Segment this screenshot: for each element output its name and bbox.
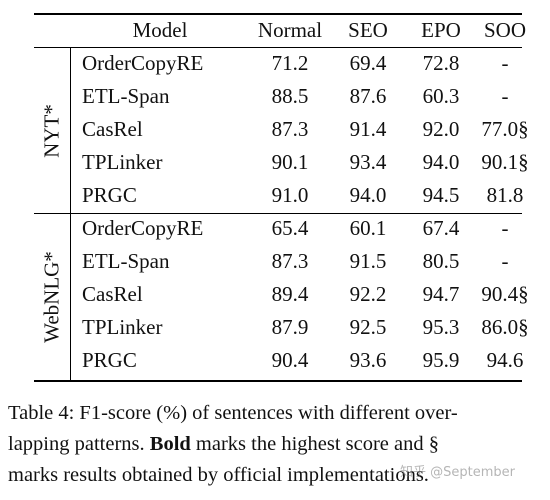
header-seo: SEO	[348, 18, 388, 42]
model-cell: TPLinker	[82, 315, 163, 339]
seo-cell: 91.4	[349, 117, 387, 141]
epo-cell: 94.0	[422, 150, 460, 174]
soo-cell: 86.0§	[481, 315, 529, 339]
seo-cell: 69.4	[349, 51, 387, 75]
epo-cell: 60.3	[422, 84, 460, 108]
table-row: CasRel 87.3 91.4 92.0 77.0§	[34, 113, 534, 146]
site-watermark: 知乎 @September	[400, 465, 515, 480]
header-normal: Normal	[257, 18, 323, 42]
soo-cell: 77.0§	[481, 117, 529, 141]
table-row: PRGC 90.4 93.6 95.9 94.6	[34, 344, 534, 377]
epo-cell: 67.4	[422, 216, 460, 240]
normal-cell: 88.5	[271, 84, 309, 108]
epo-cell-best: 94.5	[422, 183, 460, 207]
seo-cell-best: 93.6	[349, 348, 387, 372]
model-cell: OrderCopyRE	[82, 51, 204, 75]
model-cell: OrderCopyRE	[82, 216, 204, 240]
normal-cell-best: 91.0	[271, 183, 309, 207]
model-cell: TPLinker	[82, 150, 163, 174]
soo-cell: 81.8	[486, 183, 524, 207]
normal-cell: 87.9	[271, 315, 309, 339]
table-row: CasRel 89.4 92.2 94.7 90.4§	[34, 278, 534, 311]
seo-cell: 91.5	[349, 249, 387, 273]
table-row: ETL-Span 88.5 87.6 60.3 -	[34, 80, 534, 113]
results-table: Model Normal SEO EPO SOO OrderCopyRE 71.…	[34, 14, 534, 377]
soo-cell: -	[501, 51, 509, 75]
seo-cell: 60.1	[349, 216, 387, 240]
soo-cell-best: 94.6	[486, 348, 524, 372]
header-model: Model	[132, 18, 188, 42]
caption-bold-word: Bold	[149, 433, 191, 455]
epo-cell: 95.3	[422, 315, 460, 339]
table-row: OrderCopyRE 71.2 69.4 72.8 -	[34, 47, 534, 80]
model-cell: ETL-Span	[82, 249, 170, 273]
caption-line-2: lapping patterns. Bold marks the highest…	[8, 429, 548, 460]
table-bottom-rule	[34, 380, 522, 382]
normal-cell: 71.2	[271, 51, 309, 75]
caption-line-2-end: marks the highest score and §	[190, 433, 440, 455]
normal-cell: 87.3	[271, 249, 309, 273]
group-divider-rule	[34, 213, 522, 214]
table-row: PRGC 91.0 94.0 94.5 81.8	[34, 179, 534, 212]
soo-cell: -	[501, 84, 509, 108]
table-row: ETL-Span 87.3 91.5 80.5 -	[34, 245, 534, 278]
epo-cell: 72.8	[422, 51, 460, 75]
seo-cell: 92.5	[349, 315, 387, 339]
model-cell: ETL-Span	[82, 84, 170, 108]
group-header-cell	[34, 14, 70, 47]
table-top-rule	[34, 13, 522, 15]
group-vertical-rule	[70, 47, 71, 380]
soo-cell: -	[501, 216, 509, 240]
seo-cell-best: 94.0	[349, 183, 387, 207]
soo-cell: 90.4§	[481, 282, 529, 306]
seo-cell: 93.4	[349, 150, 387, 174]
soo-cell: -	[501, 249, 509, 273]
model-cell: CasRel	[82, 117, 143, 141]
table-row: OrderCopyRE 65.4 60.1 67.4 -	[34, 212, 534, 245]
soo-cell-best: 90.1§	[481, 150, 529, 174]
epo-cell: 80.5	[422, 249, 460, 273]
seo-cell: 87.6	[349, 84, 387, 108]
normal-cell: 65.4	[271, 216, 309, 240]
caption-line-2-start: lapping patterns.	[8, 433, 150, 455]
header-epo: EPO	[421, 18, 461, 42]
caption-line-3: marks results obtained by official imple…	[8, 464, 429, 486]
header-soo: SOO	[483, 18, 526, 42]
epo-cell-best: 95.9	[422, 348, 460, 372]
epo-cell: 94.7	[422, 282, 460, 306]
table-caption: Table 4: F1-score (%) of sentences with …	[8, 398, 548, 491]
normal-cell-best: 90.4	[271, 348, 309, 372]
table-row: TPLinker 90.1 93.4 94.0 90.1§	[34, 146, 534, 179]
normal-cell: 89.4	[271, 282, 309, 306]
model-cell: CasRel	[82, 282, 143, 306]
epo-cell: 92.0	[422, 117, 460, 141]
header-rule	[34, 47, 522, 48]
header-row: Model Normal SEO EPO SOO	[34, 14, 534, 47]
seo-cell: 92.2	[349, 282, 387, 306]
normal-cell: 87.3	[271, 117, 309, 141]
caption-line-1: Table 4: F1-score (%) of sentences with …	[8, 402, 458, 424]
table-row: TPLinker 87.9 92.5 95.3 86.0§	[34, 311, 534, 344]
normal-cell: 90.1	[271, 150, 309, 174]
model-cell: PRGC	[82, 348, 137, 372]
model-cell: PRGC	[82, 183, 137, 207]
